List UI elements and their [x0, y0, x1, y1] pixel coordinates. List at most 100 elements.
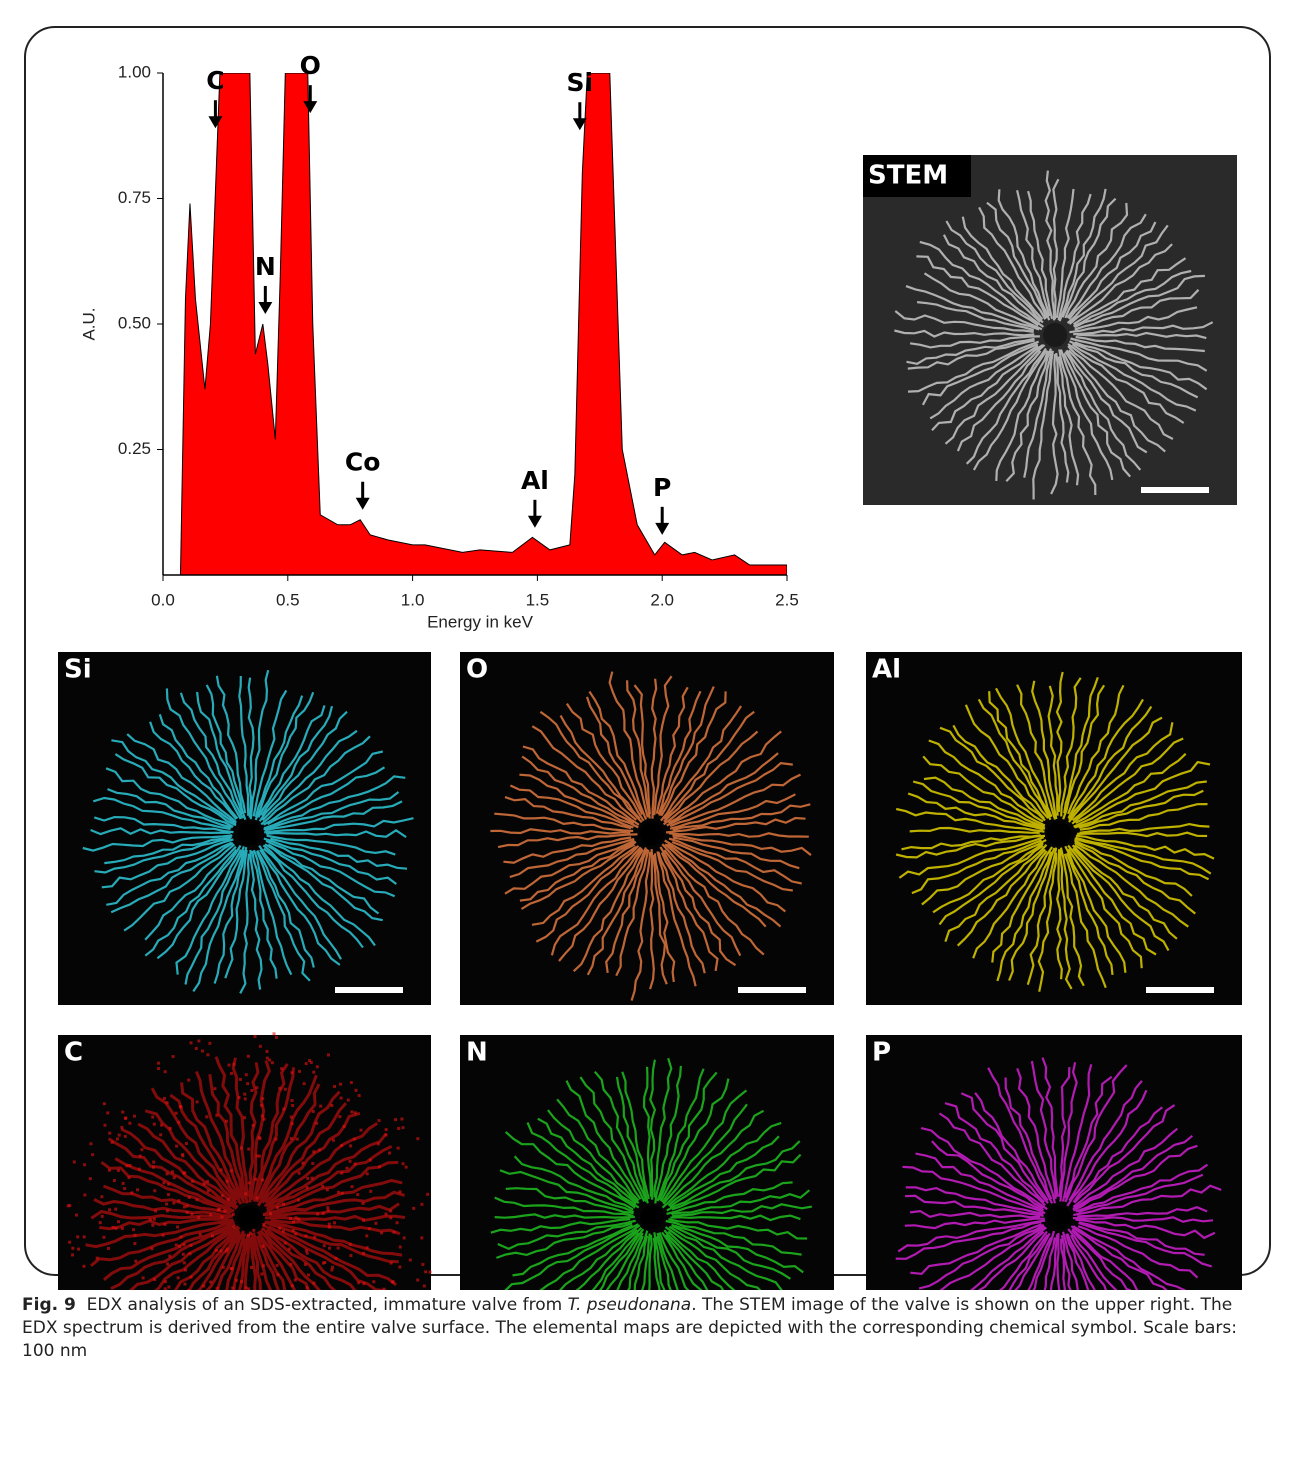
noise-dot — [216, 1208, 220, 1212]
noise-dot — [123, 1134, 127, 1138]
noise-dot — [309, 1060, 313, 1064]
valve-rib — [1072, 847, 1170, 952]
noise-dot — [177, 1120, 181, 1124]
valve-rib — [1059, 847, 1085, 987]
valve-rib — [512, 1224, 634, 1277]
valve-rib — [144, 848, 238, 957]
valve-rib — [266, 834, 396, 856]
noise-dot — [223, 1209, 227, 1213]
noise-dot — [172, 1176, 176, 1180]
noise-dot — [107, 1246, 111, 1250]
noise-dot — [182, 1205, 186, 1209]
noise-dot — [397, 1126, 401, 1130]
valve-rib — [1077, 1225, 1199, 1279]
noise-dot — [187, 1078, 191, 1082]
noise-dot — [125, 1164, 129, 1168]
noise-dot — [365, 1246, 369, 1250]
valve-rib — [263, 847, 364, 949]
valve-rib — [205, 684, 247, 820]
valve-rib — [255, 1235, 280, 1290]
noise-dot — [210, 1234, 214, 1238]
noise-dot — [95, 1256, 99, 1260]
valve-rib — [263, 791, 400, 831]
valve-rib — [667, 752, 779, 824]
valve-rib — [90, 827, 231, 836]
noise-dot — [174, 1111, 178, 1115]
valve-rib — [1032, 1230, 1056, 1290]
panel-label: P — [872, 1038, 891, 1068]
noise-dot — [68, 1204, 72, 1208]
noise-dot — [197, 1215, 201, 1219]
noise-dot — [262, 1222, 266, 1226]
valve-rib — [1058, 1067, 1071, 1197]
x-tick-label: 1.0 — [401, 590, 425, 609]
annotation-label: Co — [345, 448, 381, 477]
valve-rib — [104, 836, 232, 865]
valve-rib — [490, 1218, 631, 1234]
valve-rib — [255, 850, 311, 982]
noise-dot — [108, 1208, 112, 1212]
noise-dot — [262, 1117, 266, 1121]
noise-dot — [168, 1254, 172, 1258]
valve-rib — [1072, 1216, 1214, 1223]
valve-rib — [519, 773, 639, 829]
panel-label: STEM — [868, 161, 948, 191]
noise-dot — [229, 1169, 233, 1173]
noise-dot — [337, 1190, 341, 1194]
valve-rib — [1016, 1068, 1056, 1204]
valve-rib — [901, 834, 1041, 851]
valve-rib — [964, 704, 1049, 819]
valve-rib — [519, 841, 637, 902]
noise-dot — [181, 1152, 185, 1156]
noise-dot — [365, 1234, 369, 1238]
noise-dot — [152, 1160, 156, 1164]
valve-rib — [252, 1232, 273, 1290]
valve-rib — [626, 680, 651, 819]
x-tick-label: 2.5 — [775, 590, 799, 609]
noise-dot — [157, 1061, 161, 1065]
noise-dot — [252, 1228, 256, 1232]
valve-rib — [671, 1153, 802, 1211]
valve-rib — [1066, 1089, 1148, 1207]
noise-dot — [121, 1110, 125, 1114]
valve-rib — [93, 1198, 234, 1218]
valve-rib — [593, 1070, 648, 1203]
valve-rib — [252, 689, 288, 817]
valve-rib — [902, 1165, 1046, 1215]
valve-rib — [655, 686, 689, 814]
valve-rib — [256, 1230, 297, 1290]
valve-rib — [559, 714, 641, 820]
noise-dot — [127, 1176, 131, 1180]
noise-dot — [244, 1073, 248, 1077]
noise-dot — [331, 1138, 335, 1142]
noise-dot — [151, 1115, 155, 1119]
valve-rib — [916, 255, 1039, 327]
valve-center — [1047, 1205, 1071, 1230]
noise-dot — [107, 1168, 111, 1172]
noise-dot — [291, 1228, 295, 1232]
valve-rib — [656, 851, 697, 987]
noise-dot — [340, 1191, 344, 1195]
valve-rib — [266, 1160, 399, 1213]
valve-rib — [215, 675, 247, 814]
noise-dot — [91, 1153, 95, 1157]
valve-rib — [575, 1226, 643, 1290]
noise-dot — [336, 1246, 340, 1250]
noise-dot — [232, 1062, 236, 1066]
noise-dot — [362, 1218, 366, 1222]
noise-dot — [295, 1137, 299, 1141]
noise-dot — [182, 1243, 186, 1247]
noise-dot — [120, 1226, 124, 1230]
annotation-label: N — [255, 252, 276, 281]
valve-rib — [1037, 852, 1058, 992]
noise-dot — [225, 1247, 229, 1251]
valve-rib — [938, 844, 1044, 926]
noise-dot — [195, 1100, 199, 1104]
valve-rib — [256, 849, 315, 968]
valve-rib — [1075, 753, 1187, 824]
valve-rib — [243, 1233, 251, 1290]
valve-rib — [522, 745, 640, 826]
valve-rib — [591, 1232, 640, 1290]
noise-dot — [297, 1069, 301, 1073]
noise-dot — [316, 1212, 320, 1216]
